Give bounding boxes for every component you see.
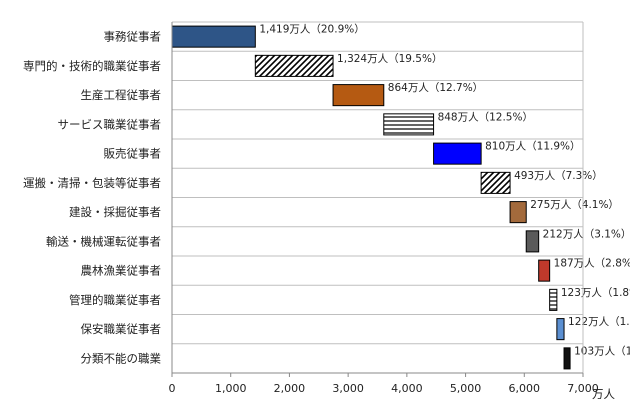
data-label: 122万人（1.8%） — [568, 316, 630, 328]
data-label: 493万人（7.3%） — [514, 170, 603, 182]
data-labels: 1,419万人（20.9%） 1,324万人（19.5%） 864万人（12.7%）… — [259, 24, 630, 358]
category-label: 専門的・技術的職業従事者 — [23, 59, 161, 73]
bar — [332, 84, 385, 107]
bar — [171, 25, 256, 48]
gridlines — [172, 21, 583, 374]
bar — [549, 288, 558, 311]
data-label: 275万人（4.1%） — [530, 199, 619, 211]
bar — [383, 113, 435, 136]
category-label: サービス職業従事者 — [58, 117, 162, 131]
category-label: 生産工程従事者 — [81, 88, 162, 102]
category-labels: 事務従事者専門的・技術的職業従事者生産工程従事者サービス職業従事者販売従事者運搬… — [23, 30, 161, 366]
bar — [563, 347, 571, 370]
x-tick-label: 7,000 — [567, 382, 599, 395]
bar — [480, 171, 511, 194]
bar — [509, 201, 527, 224]
data-label: 103万人（1.5%） — [574, 345, 630, 357]
x-tick-label: 1,000 — [215, 382, 247, 395]
x-tick-label: 4,000 — [391, 382, 423, 395]
x-axis-unit-label: 万人 — [592, 387, 615, 401]
data-label: 864万人（12.7%） — [388, 82, 483, 94]
category-label: 建設・採掘従事者 — [69, 205, 161, 219]
data-label: 810万人（11.9%） — [485, 141, 580, 153]
bar — [433, 142, 482, 165]
category-label: 販売従事者 — [104, 147, 162, 161]
category-label: 農林漁業従事者 — [81, 264, 162, 278]
category-label: 管理的職業従事者 — [69, 293, 161, 307]
x-tick-label: 0 — [169, 382, 176, 395]
data-label: 1,324万人（19.5%） — [337, 53, 442, 65]
data-label: 187万人（2.8%） — [554, 258, 630, 270]
data-label: 1,419万人（20.9%） — [259, 24, 364, 36]
x-axis: 0 1,000 2,000 3,000 4,000 5,000 6,000 7,000 — [169, 22, 599, 395]
category-label: 輸送・機械運転従事者 — [46, 234, 161, 248]
category-label: 運搬・清掃・包装等従事者 — [23, 176, 161, 190]
category-label: 分類不能の職業 — [81, 351, 162, 365]
category-label: 保安職業従事者 — [81, 322, 162, 336]
bar — [525, 230, 540, 253]
x-tick-label: 6,000 — [509, 382, 541, 395]
category-label: 事務従事者 — [104, 30, 162, 44]
bar — [538, 259, 551, 282]
x-tick-label: 3,000 — [332, 382, 364, 395]
bar — [254, 54, 334, 77]
x-tick-label: 5,000 — [450, 382, 482, 395]
data-label: 212万人（3.1%） — [543, 228, 630, 240]
bar — [556, 318, 565, 341]
x-tick-label: 2,000 — [274, 382, 306, 395]
bars — [171, 25, 571, 370]
data-label: 123万人（1.8%） — [561, 287, 630, 299]
data-label: 848万人（12.5%） — [438, 111, 533, 123]
